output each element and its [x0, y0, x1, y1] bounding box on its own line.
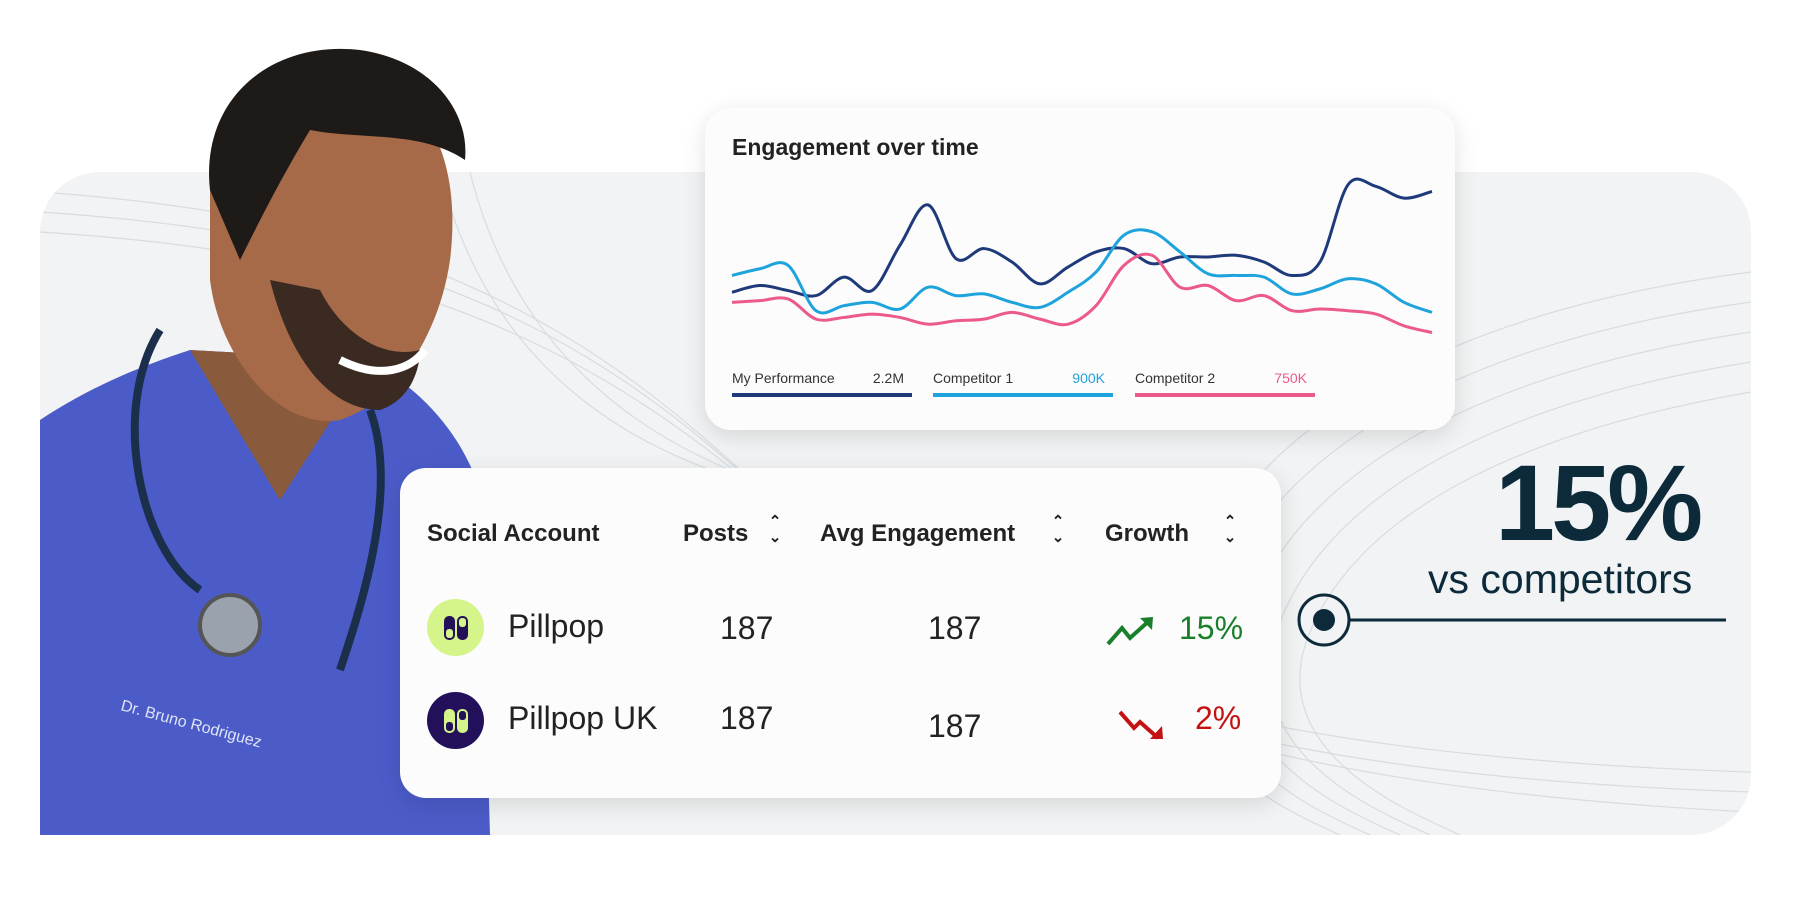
- series-line-2: [731, 228, 1433, 315]
- header-posts[interactable]: Posts: [683, 520, 749, 547]
- legend-label: Competitor 2: [1135, 370, 1216, 386]
- posts-value: 187: [720, 610, 774, 646]
- pill-icon: [443, 708, 468, 733]
- social-accounts-table: Social Account Posts ⌃ ⌄ Avg Engagement ⌃…: [400, 468, 1281, 798]
- header-growth[interactable]: Growth: [1105, 520, 1189, 547]
- engagement-chart-card: Engagement over time My Performance 2.2M…: [705, 108, 1455, 430]
- chart-title: Engagement over time: [732, 134, 979, 160]
- posts-value: 187: [720, 700, 774, 736]
- account-name: Pillpop UK: [508, 700, 658, 736]
- legend-value: 750K: [1274, 370, 1307, 386]
- engagement-line-chart: [731, 177, 1433, 335]
- legend-label: Competitor 1: [933, 370, 1014, 386]
- account-avatar: [427, 692, 484, 749]
- doctor-photo: Dr. Bruno Rodriguez: [40, 48, 490, 835]
- legend-my-performance[interactable]: My Performance 2.2M: [732, 370, 912, 400]
- growth-value: 2%: [1195, 700, 1242, 736]
- highlight-value: 15%: [1495, 442, 1703, 563]
- header-avg-engagement[interactable]: Avg Engagement: [820, 520, 1016, 547]
- legend-swatch: [1135, 393, 1315, 397]
- sort-up-down-icon[interactable]: ⌃ ⌄: [1051, 513, 1065, 546]
- highlight-label: vs competitors: [1428, 556, 1693, 602]
- series-line-1: [731, 177, 1433, 298]
- account-name: Pillpop: [508, 608, 605, 644]
- legend-swatch: [732, 393, 912, 397]
- account-avatar: [427, 599, 484, 656]
- sort-up-down-icon[interactable]: ⌃ ⌄: [1223, 513, 1237, 546]
- header-social-account[interactable]: Social Account: [427, 520, 600, 547]
- series-line-3: [731, 252, 1433, 335]
- trend-up-icon: [1106, 617, 1153, 646]
- avg-engagement-value: 187: [928, 610, 982, 646]
- sort-up-down-icon[interactable]: ⌃ ⌄: [768, 513, 782, 546]
- trend-down-icon: [1118, 710, 1163, 740]
- avg-engagement-value: 187: [928, 708, 982, 744]
- legend-value: 2.2M: [872, 370, 904, 386]
- target-pointer-icon: [1297, 593, 1726, 647]
- pill-icon: [443, 615, 468, 640]
- legend-label: My Performance: [732, 370, 835, 386]
- growth-value: 15%: [1179, 610, 1244, 646]
- legend-competitor-1[interactable]: Competitor 1 900K: [933, 370, 1113, 400]
- legend-value: 900K: [1072, 370, 1105, 386]
- legend-competitor-2[interactable]: Competitor 2 750K: [1135, 370, 1315, 400]
- legend-swatch: [933, 393, 1113, 397]
